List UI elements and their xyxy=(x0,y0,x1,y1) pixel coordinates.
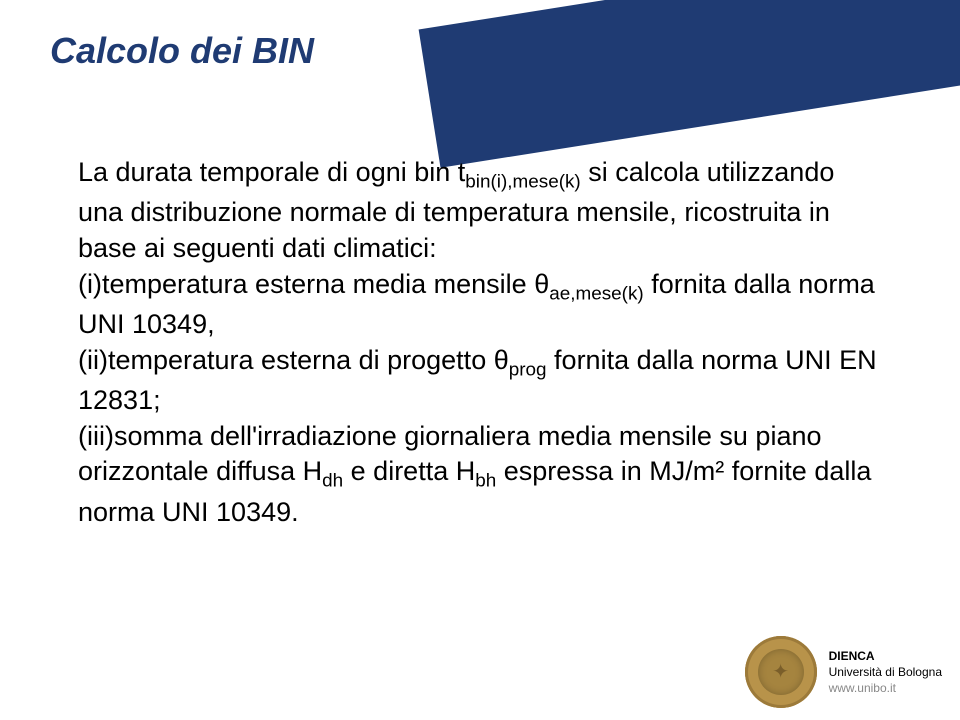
item-2: (ii)temperatura esterna di progetto θpro… xyxy=(78,343,878,419)
item3-subscript-2: bh xyxy=(475,471,496,492)
item2-text-a: (ii)temperatura esterna di progetto θ xyxy=(78,345,509,375)
item1-subscript: ae,mese(k) xyxy=(549,283,643,304)
item2-subscript: prog xyxy=(509,359,547,380)
footer-university: Università di Bologna xyxy=(829,664,942,680)
item-1: (i)temperatura esterna media mensile θae… xyxy=(78,267,878,343)
intro-text: La durata temporale di ogni bin t xyxy=(78,157,465,187)
university-seal-icon xyxy=(745,636,817,708)
body-content: La durata temporale di ogni bin tbin(i),… xyxy=(78,155,878,530)
item3-subscript-1: dh xyxy=(322,471,343,492)
footer-org: DIENCA xyxy=(829,648,942,664)
footer: DIENCA Università di Bologna www.unibo.i… xyxy=(745,636,942,708)
item1-text-a: (i)temperatura esterna media mensile θ xyxy=(78,269,549,299)
slide-title: Calcolo dei BIN xyxy=(50,30,314,72)
header-diagonal-band xyxy=(419,0,960,168)
footer-text-block: DIENCA Università di Bologna www.unibo.i… xyxy=(829,648,942,697)
footer-url: www.unibo.it xyxy=(829,680,942,696)
item-3: (iii)somma dell'irradiazione giornaliera… xyxy=(78,419,878,531)
item3-mid: e diretta H xyxy=(343,456,475,486)
intro-paragraph: La durata temporale di ogni bin tbin(i),… xyxy=(78,155,878,267)
intro-subscript: bin(i),mese(k) xyxy=(465,171,580,192)
